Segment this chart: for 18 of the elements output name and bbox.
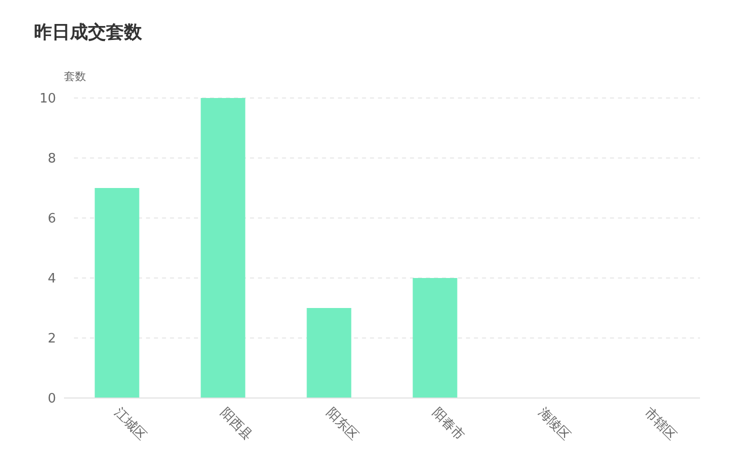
y-tick-label: 8 <box>48 152 56 167</box>
bar <box>306 308 352 398</box>
y-tick-label: 2 <box>48 332 56 347</box>
y-tick-label: 10 <box>39 92 56 107</box>
bar <box>94 188 140 398</box>
bar <box>200 98 246 398</box>
x-tick-label: 江城区 <box>110 405 150 444</box>
x-tick-label: 阳西县 <box>216 405 256 444</box>
y-axis-title: 套数 <box>64 70 86 83</box>
x-tick-label: 海陵区 <box>534 405 574 444</box>
y-tick-label: 4 <box>48 272 56 287</box>
x-tick-label: 阳春市 <box>428 405 468 444</box>
y-tick-label: 0 <box>48 392 56 407</box>
x-tick-label: 阳东区 <box>322 405 362 444</box>
chart-title: 昨日成交套数 <box>34 22 143 43</box>
bar <box>412 278 458 398</box>
x-tick-label: 市辖区 <box>640 405 680 444</box>
y-tick-label: 6 <box>48 212 56 227</box>
